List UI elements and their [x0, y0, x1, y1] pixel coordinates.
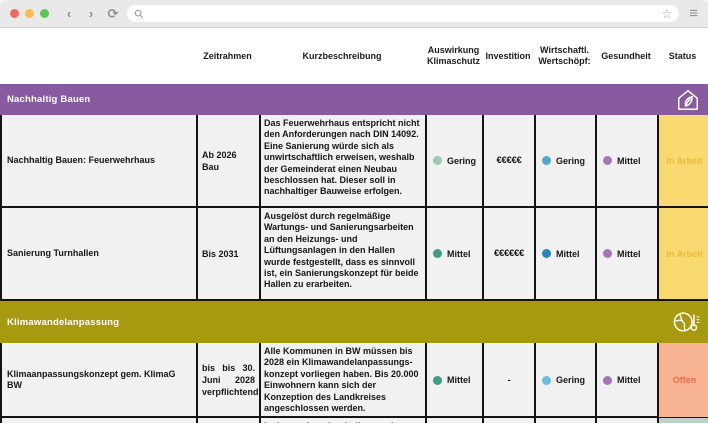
reload-button[interactable]: ⟳ [107, 6, 119, 21]
gesundheit-cell: Mittel [597, 115, 659, 206]
measure-name: Nachhaltig Bauen: Feuerwehrhaus [2, 115, 198, 206]
rating-label: Mittel [617, 375, 641, 386]
column-header-investition: Investition [485, 50, 531, 61]
klimaschutz-cell: Gering [427, 115, 484, 206]
measure-name: Sanierung Turnhallen [2, 208, 198, 299]
wertschoepf-cell [536, 418, 597, 423]
forward-button[interactable]: › [88, 6, 94, 21]
klimaschutz-cell [427, 418, 484, 423]
rating-dot [542, 156, 551, 165]
minimize-window-button[interactable] [25, 9, 34, 18]
column-header-status: Status [668, 50, 697, 61]
measures-table: Zeitrahmen Kurzbeschreibung Auswirkung K… [0, 28, 708, 423]
rating-dot [433, 249, 442, 258]
klimaschutz-cell: Mittel [427, 208, 484, 299]
column-header-zeitrahmen: Zeitrahmen [203, 50, 252, 61]
measure-name: Klimaanpassungskonzept gem. KlimaG BW [2, 343, 198, 418]
rating-label: Mittel [447, 248, 471, 259]
investition-cell [484, 418, 536, 423]
column-header-wirtschaftl-wertschoepf: Wirtschaftl. Wertschöpf: [538, 45, 591, 66]
rating-dot [433, 375, 442, 385]
table-row[interactable]: Klimaanpassungskonzept gem. KlimaG BW bi… [0, 343, 708, 418]
investition-cell: €€€€€ [484, 115, 536, 206]
globe-thermometer-icon [671, 309, 701, 335]
status-badge: In Arbeit [659, 208, 708, 299]
column-header-kurzbeschreibung: Kurzbeschreibung [302, 50, 382, 61]
rating-dot [603, 156, 612, 165]
table-header-row: Zeitrahmen Kurzbeschreibung Auswirkung K… [0, 28, 708, 84]
measure-name [2, 418, 198, 423]
column-header-auswirkung-klimaschutz: Auswirkung Klimaschutz [427, 45, 481, 66]
rating-label: Mittel [617, 248, 641, 259]
rating-dot [433, 156, 442, 165]
section-header-klimawandelanpassung: Klimawandelanpassung [0, 301, 708, 343]
zeitrahmen-cell: bis bis 30. Juni 2028 verpflichtend [198, 343, 261, 418]
browser-toolbar: ‹ › ⟳ ☆ ≡ [0, 0, 708, 28]
menu-icon[interactable]: ≡ [689, 5, 698, 22]
window-controls [10, 9, 49, 18]
status-badge: In Arbeit [659, 115, 708, 206]
gesundheit-cell: Mittel [597, 343, 659, 418]
klimaschutz-cell: Mittel [427, 343, 484, 418]
wertschoepf-cell: Gering [536, 115, 597, 206]
back-button[interactable]: ‹ [66, 6, 72, 21]
rating-label: Mittel [447, 375, 471, 386]
rating-label: Mittel [556, 248, 580, 259]
investition-cell: €€€€€€ [484, 208, 536, 299]
zeitrahmen-cell: Bis 2031 [198, 208, 261, 299]
rating-label: Gering [556, 375, 586, 386]
status-badge [659, 418, 708, 423]
gesundheit-cell: Mittel [597, 208, 659, 299]
kurzbeschreibung-cell: Insbesondere durch die massiven [261, 418, 427, 423]
investition-cell: - [484, 343, 536, 418]
zeitrahmen-cell [198, 418, 261, 423]
table-row[interactable]: Insbesondere durch die massiven [0, 418, 708, 423]
house-leaf-icon [675, 88, 701, 112]
rating-label: Gering [447, 155, 477, 166]
clipped-row-container: Insbesondere durch die massiven [0, 418, 708, 423]
zeitrahmen-cell: Ab 2026 Bau [198, 115, 261, 206]
kurzbeschreibung-cell: Alle Kommunen in BW müssen bis 2028 ein … [261, 343, 427, 418]
address-bar[interactable]: ☆ [127, 5, 680, 22]
rating-dot [603, 249, 612, 258]
column-header-gesundheit: Gesundheit [601, 50, 651, 61]
search-icon [134, 9, 144, 19]
wertschoepf-cell: Gering [536, 343, 597, 418]
maximize-window-button[interactable] [40, 9, 49, 18]
status-badge: Offen [659, 343, 708, 418]
wertschoepf-cell: Mittel [536, 208, 597, 299]
table-row[interactable]: Sanierung Turnhallen Bis 2031 Ausgelöst … [0, 208, 708, 301]
rating-label: Gering [556, 155, 586, 166]
rating-dot [542, 375, 551, 385]
bookmark-star-icon[interactable]: ☆ [661, 6, 673, 21]
kurzbeschreibung-cell: Ausgelöst durch regelmäßige Wartungs- un… [261, 208, 427, 299]
section-title: Nachhaltig Bauen [7, 94, 91, 105]
kurzbeschreibung-cell: Das Feuerwehrhaus entspricht nicht den A… [261, 115, 427, 206]
gesundheit-cell [597, 418, 659, 423]
rating-label: Mittel [617, 155, 641, 166]
close-window-button[interactable] [10, 9, 19, 18]
section-title: Klimawandelanpassung [7, 316, 120, 328]
rating-dot [603, 375, 612, 385]
rating-dot [542, 249, 551, 258]
section-header-nachhaltig-bauen: Nachhaltig Bauen [0, 84, 708, 115]
zeitrahmen-text: bis bis 30. Juni 2028 verpflichtend [202, 363, 259, 398]
table-row[interactable]: Nachhaltig Bauen: Feuerwehrhaus Ab 2026 … [0, 115, 708, 208]
